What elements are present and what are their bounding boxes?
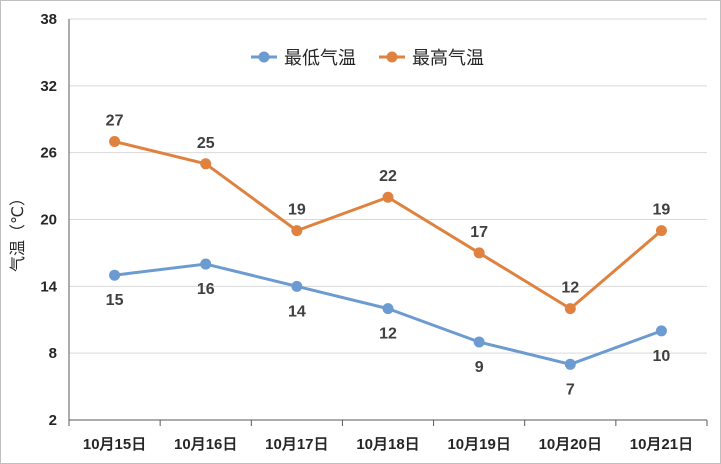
data-label-s1-6: 7 [566,381,575,398]
y-tick-label-38: 38 [40,11,57,28]
y-tick-label-8: 8 [49,345,57,362]
data-label-s2-3: 19 [288,202,306,219]
data-label-s2-4: 22 [379,168,397,185]
data-point-s2-2 [200,158,212,170]
legend-marker-1 [258,51,270,63]
data-point-s2-6 [564,303,576,315]
data-point-s2-1 [109,136,121,148]
data-label-s1-2: 16 [197,281,215,298]
data-point-s2-5 [473,247,485,259]
data-label-s1-3: 14 [288,303,306,320]
data-label-s1-4: 12 [379,326,397,343]
data-label-s2-1: 27 [106,113,124,130]
data-point-s2-7 [655,225,667,237]
data-point-s1-6 [564,358,576,370]
data-label-s2-7: 19 [653,202,671,219]
data-label-s1-7: 10 [653,348,671,365]
data-label-s2-2: 25 [197,135,215,152]
series-line-1 [114,262,662,366]
data-point-s1-7 [655,325,667,337]
y-tick-label-20: 20 [40,212,57,229]
data-label-s2-5: 17 [470,224,488,241]
legend-marker-2 [386,51,398,63]
y-axis-title: 气温（℃） [9,190,27,272]
y-tick-label-32: 32 [40,78,57,95]
data-point-s1-4 [382,303,394,315]
legend-label-1: 最低气温 [284,48,356,68]
x-tick-label-2: 10月16日 [174,436,237,453]
x-tick-label-1: 10月15日 [83,436,146,453]
y-tick-label-26: 26 [40,145,57,162]
data-label-s1-5: 9 [475,359,484,376]
data-point-s1-1 [109,269,121,281]
data-point-s2-4 [382,191,394,203]
x-tick-label-5: 10月19日 [447,436,510,453]
data-point-s1-3 [291,280,303,292]
data-label-s2-6: 12 [561,280,579,297]
x-tick-label-6: 10月20日 [539,436,602,453]
y-tick-label-14: 14 [40,278,57,295]
data-point-s2-3 [291,225,303,237]
data-label-s1-1: 15 [106,292,124,309]
x-tick-label-3: 10月17日 [265,436,328,453]
x-tick-label-4: 10月18日 [356,436,419,453]
x-tick-label-7: 10月21日 [630,436,693,453]
data-point-s1-2 [200,258,212,270]
data-point-s1-5 [473,336,485,348]
y-tick-label-2: 2 [49,412,57,429]
legend-label-2: 最高气温 [412,48,484,68]
